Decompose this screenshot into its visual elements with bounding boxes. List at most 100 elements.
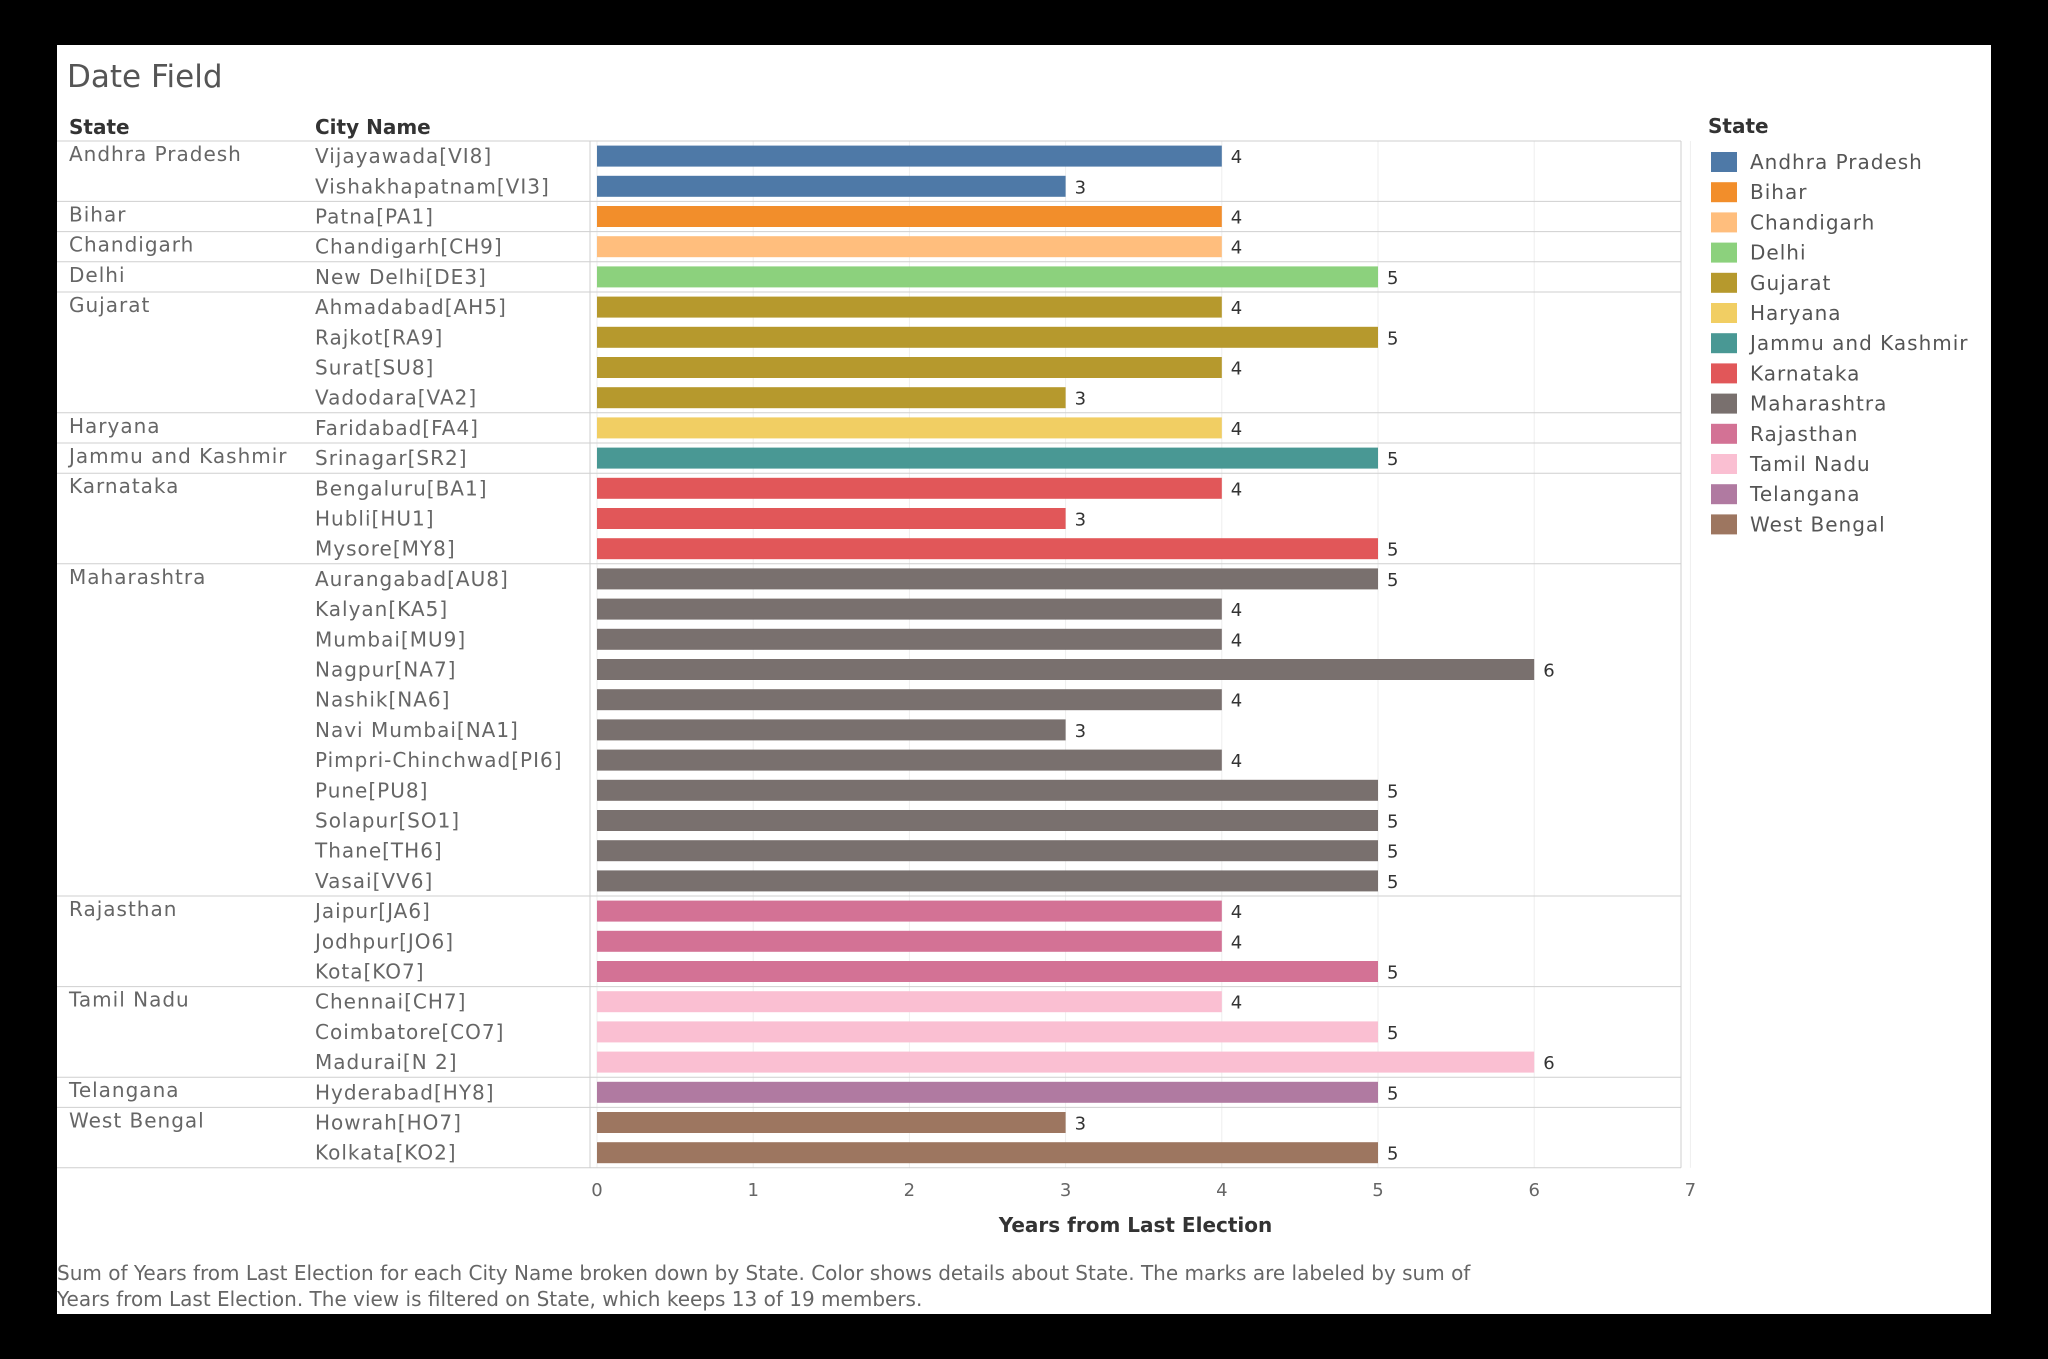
chart-svg: Date Field State City Name Andhra Pradesh Vi… [57, 59, 1969, 1311]
city-label: Chandigarh[CH9] [315, 235, 503, 259]
bar [597, 1142, 1378, 1164]
state-label: Andhra Pradesh [69, 142, 242, 166]
legend-swatch [1711, 303, 1737, 323]
bar-value-label: 3 [1075, 510, 1086, 531]
legend-swatch [1711, 182, 1737, 203]
bar [597, 1112, 1066, 1133]
bar-value-label: 6 [1543, 1053, 1554, 1074]
caption-line: Years from Last Election. The view is fi… [57, 1287, 922, 1311]
bar-value-label: 5 [1387, 449, 1398, 470]
bar [597, 477, 1222, 499]
city-label: Bengaluru[BA1] [315, 476, 488, 500]
legend-swatch [1711, 423, 1737, 444]
bar [597, 930, 1222, 952]
bar [597, 1081, 1378, 1103]
bar [597, 659, 1535, 680]
bar-value-label: 4 [1231, 238, 1242, 259]
city-label: Kota[KO7] [315, 960, 425, 984]
legend-swatch [1711, 333, 1737, 354]
bar [597, 961, 1378, 982]
bar-value-label: 5 [1387, 570, 1398, 591]
legend-swatch [1711, 393, 1737, 414]
bar-value-label: 5 [1387, 1023, 1398, 1044]
city-label: Vijayawada[VI8] [315, 144, 492, 168]
city-label: Navi Mumbai[NA1] [315, 718, 519, 742]
state-label: Maharashtra [69, 565, 206, 589]
city-label: Vasai[VV6] [315, 869, 433, 893]
bar [597, 840, 1378, 862]
state-label: Telangana [68, 1078, 180, 1102]
city-label: Aurangabad[AU8] [315, 567, 509, 591]
city-label: Vadodara[VA2] [315, 386, 477, 410]
legend-swatch [1711, 242, 1737, 263]
bar-value-label: 3 [1075, 721, 1086, 742]
bar [597, 1021, 1378, 1043]
x-tick-label: 3 [1060, 1180, 1071, 1201]
bar-value-label: 3 [1075, 1114, 1086, 1135]
city-label: Thane[TH6] [314, 839, 443, 863]
city-label: Srinagar[SR2] [315, 446, 468, 470]
bar-value-label: 4 [1231, 600, 1242, 621]
city-label: Nagpur[NA7] [315, 658, 456, 682]
state-label: Bihar [69, 202, 126, 226]
bar [597, 387, 1066, 409]
x-tick-label: 4 [1216, 1180, 1227, 1201]
city-label: Hubli[HU1] [315, 507, 435, 531]
legend-label: Gujarat [1750, 271, 1831, 295]
legend-label: Andhra Pradesh [1750, 150, 1923, 174]
city-label: Kalyan[KA5] [315, 597, 448, 621]
bar-value-label: 4 [1231, 359, 1242, 380]
bar [597, 175, 1066, 197]
bar-value-label: 5 [1387, 963, 1398, 984]
legend-label: Haryana [1750, 301, 1842, 325]
x-tick-label: 0 [591, 1180, 602, 1201]
state-label: Delhi [69, 263, 126, 287]
bar-value-label: 4 [1231, 902, 1242, 923]
legend-swatch [1711, 514, 1737, 535]
city-label: Howrah[HO7] [315, 1111, 462, 1135]
bar-value-label: 5 [1387, 268, 1398, 289]
city-label: Rajkot[RA9] [315, 325, 443, 349]
bar-value-label: 4 [1231, 751, 1242, 772]
legend-label: Maharashtra [1750, 392, 1887, 416]
bar [597, 870, 1378, 892]
city-label: Mumbai[MU9] [315, 627, 466, 651]
bar [597, 628, 1222, 650]
legend-title: State [1708, 114, 1769, 138]
bar-value-label: 5 [1387, 781, 1398, 802]
bar-value-label: 5 [1387, 1083, 1398, 1104]
city-label: Pimpri-Chinchwad[PI6] [315, 748, 563, 772]
bar-value-label: 6 [1543, 661, 1554, 682]
legend-label: Chandigarh [1750, 210, 1875, 234]
city-label: New Delhi[DE3] [315, 265, 487, 289]
bar [597, 779, 1378, 801]
legend-swatch [1711, 454, 1737, 474]
bar [597, 236, 1222, 258]
city-label: Pune[PU8] [315, 778, 428, 802]
bar [597, 508, 1066, 529]
x-tick-label: 2 [904, 1180, 915, 1201]
city-column-header: City Name [315, 115, 431, 139]
bar [597, 991, 1222, 1013]
bar-value-label: 4 [1231, 932, 1242, 953]
city-label: Nashik[NA6] [315, 688, 450, 712]
legend-label: Jammu and Kashmir [1748, 331, 1969, 355]
city-label: Faridabad[FA4] [315, 416, 479, 440]
bar [597, 206, 1222, 227]
bar [597, 326, 1378, 348]
bar [597, 810, 1378, 831]
bar-value-label: 4 [1231, 691, 1242, 712]
caption-line: Sum of Years from Last Election for each… [57, 1261, 1471, 1285]
state-label: Chandigarh [69, 233, 194, 257]
city-label: Patna[PA1] [315, 205, 434, 229]
bar-value-label: 4 [1231, 208, 1242, 229]
legend-label: Delhi [1750, 241, 1807, 265]
city-label: Hyderabad[HY8] [315, 1080, 495, 1104]
bar-value-label: 5 [1387, 328, 1398, 349]
bar [597, 296, 1222, 318]
city-label: Madurai[N 2] [315, 1050, 458, 1074]
x-tick-label: 7 [1685, 1180, 1696, 1201]
bar-value-label: 4 [1231, 419, 1242, 440]
bar-value-label: 4 [1231, 147, 1242, 168]
bar-value-label: 3 [1075, 177, 1086, 198]
